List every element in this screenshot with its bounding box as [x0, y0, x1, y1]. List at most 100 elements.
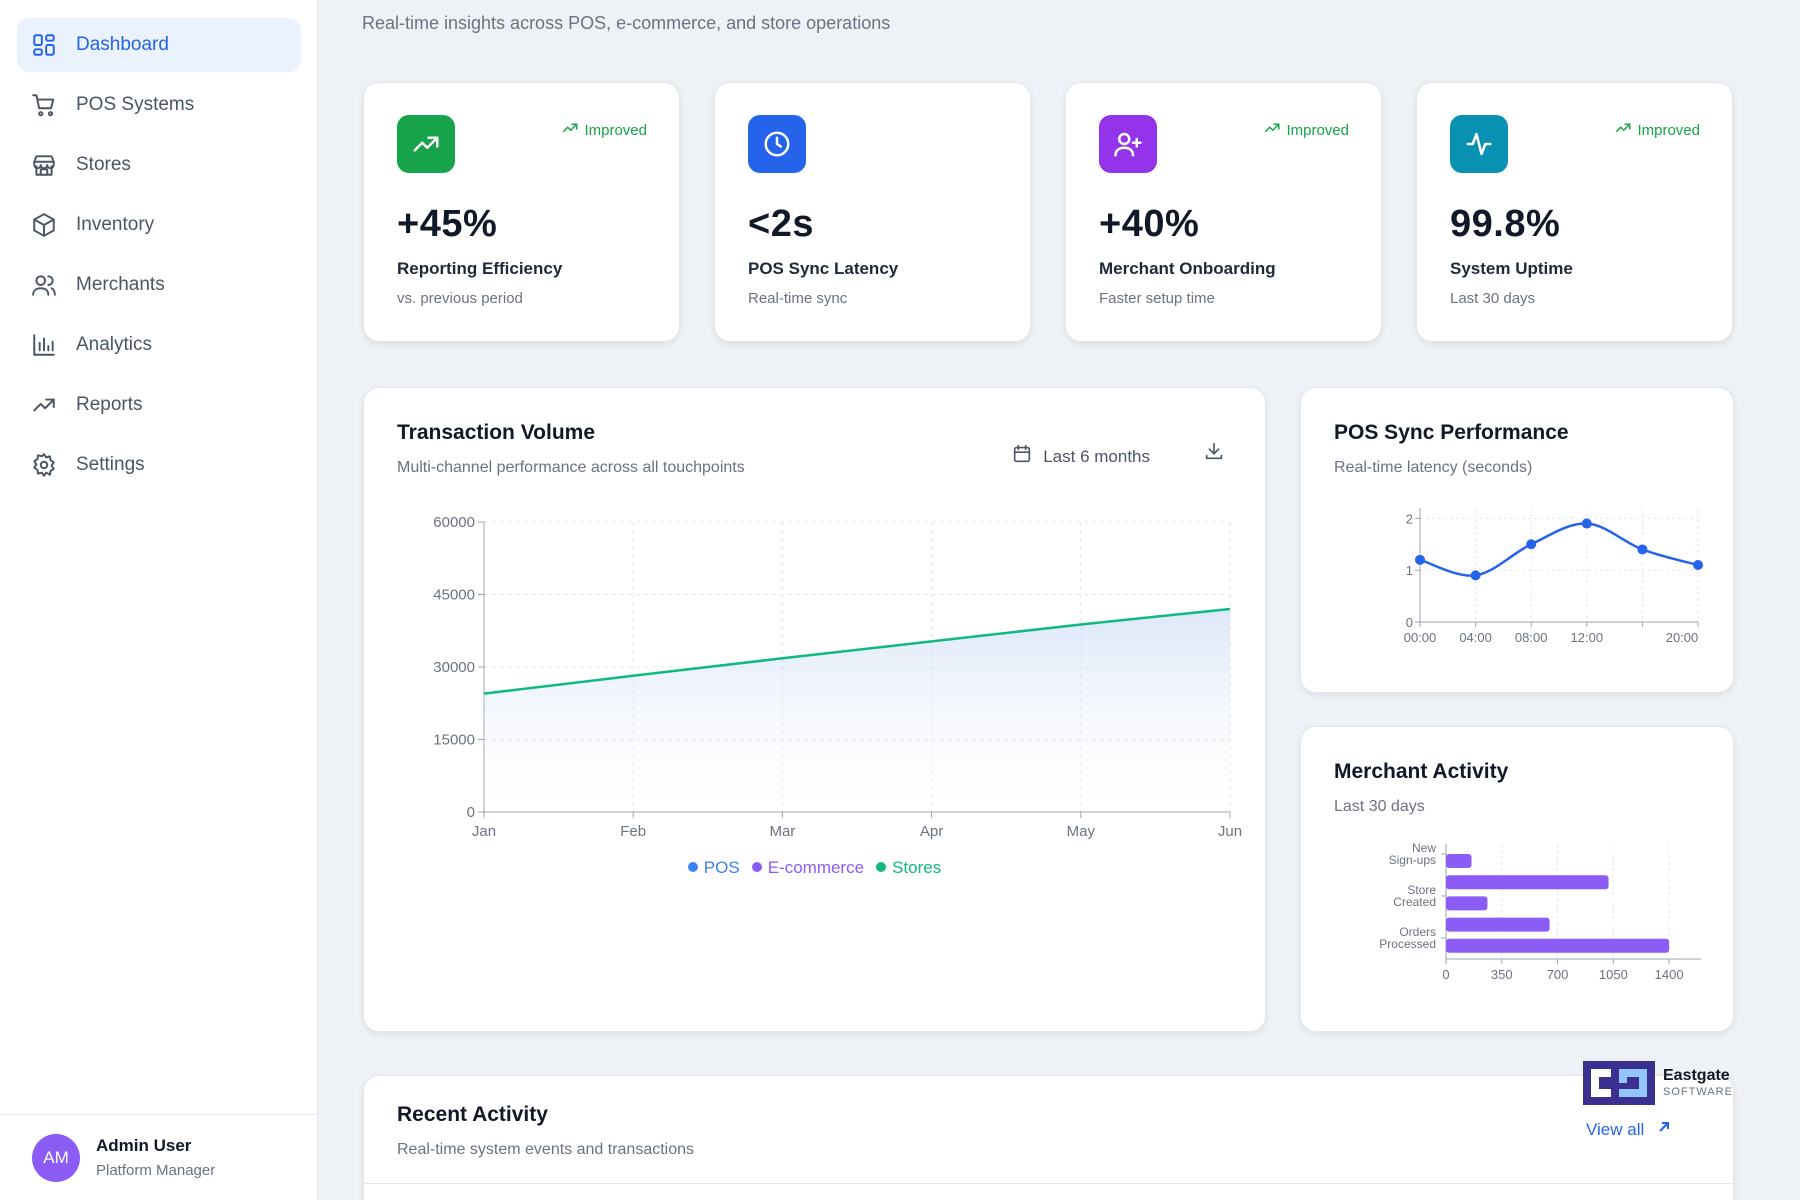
stat-subtext: Faster setup time — [1099, 290, 1215, 307]
latency-line — [1419, 522, 1699, 577]
stat-label: POS Sync Latency — [748, 259, 899, 278]
box-icon — [31, 212, 57, 238]
y-tick-label: 15000 — [433, 732, 475, 749]
sidebar-item-stores[interactable]: Stores — [17, 138, 301, 192]
x-tick-label: 0 — [1442, 967, 1449, 982]
legend-label: E-commerce — [767, 858, 865, 877]
category-label: Orders Processed — [1379, 925, 1436, 951]
category-label: Store Created — [1393, 883, 1436, 909]
data-point[interactable] — [1637, 544, 1648, 555]
trending-up-icon — [31, 392, 57, 418]
trending-up-icon — [1263, 119, 1286, 141]
recent-activity-card: Recent Activity Real-time system events … — [363, 1075, 1734, 1200]
divider — [364, 1183, 1733, 1184]
user-profile[interactable]: AM Admin User Platform Manager — [0, 1114, 318, 1200]
avatar: AM — [32, 1133, 80, 1182]
x-tick-label: Feb — [620, 823, 646, 840]
sidebar-item-label: Dashboard — [76, 34, 169, 55]
sidebar-item-label: POS Systems — [76, 94, 195, 115]
legend-dot — [687, 862, 698, 872]
bar-chart-icon — [31, 332, 57, 358]
transaction-volume-subtitle: Multi-channel performance across all tou… — [397, 459, 745, 476]
calendar-icon — [1011, 443, 1043, 470]
data-point[interactable] — [1526, 539, 1537, 550]
data-point[interactable] — [1693, 560, 1703, 570]
x-tick-label: Apr — [920, 823, 943, 840]
y-tick-label: 30000 — [433, 659, 475, 676]
store-icon — [31, 152, 57, 178]
stat-label: System Uptime — [1450, 259, 1573, 278]
y-tick-label: 0 — [467, 804, 475, 821]
stat-card-reporting-efficiency: Improved +45% Reporting Efficiency vs. p… — [363, 82, 680, 342]
sidebar-item-reports[interactable]: Reports — [17, 378, 301, 432]
pos-sync-title: POS Sync Performance — [1334, 421, 1569, 444]
pos-sync-card: POS Sync Performance Real-time latency (… — [1300, 387, 1734, 693]
data-point[interactable] — [1415, 554, 1425, 565]
users-icon — [31, 272, 57, 298]
data-point[interactable] — [1581, 518, 1592, 529]
area-fill — [484, 609, 1230, 812]
sidebar-item-pos-systems[interactable]: POS Systems — [17, 78, 301, 132]
x-tick-label: 12:00 — [1571, 630, 1604, 645]
legend-dot — [751, 862, 762, 872]
activity-bar[interactable] — [1446, 854, 1472, 868]
x-tick-label: 1050 — [1599, 967, 1628, 982]
sidebar-item-label: Analytics — [76, 334, 153, 355]
sidebar-item-label: Inventory — [76, 214, 155, 235]
x-tick-label: May — [1067, 823, 1096, 840]
sidebar-item-label: Merchants — [76, 274, 165, 295]
trending-up-icon — [561, 119, 584, 141]
activity-bar[interactable] — [1446, 896, 1488, 911]
legend-dot — [876, 862, 887, 872]
badge-label: Improved — [1286, 121, 1349, 139]
activity-bar[interactable] — [1446, 938, 1670, 953]
y-tick-label: 1 — [1406, 563, 1413, 578]
sidebar-item-analytics[interactable]: Analytics — [17, 318, 301, 372]
legend-label: POS — [703, 858, 740, 877]
dashboard-grid-icon — [31, 32, 57, 58]
legend-label: Stores — [892, 858, 942, 877]
sidebar-item-label: Stores — [76, 154, 131, 175]
merchant-activity-subtitle: Last 30 days — [1334, 798, 1425, 815]
legend-item[interactable]: POS — [687, 858, 740, 878]
logo-name: Eastgate — [1663, 1067, 1730, 1084]
trending-up-icon — [411, 129, 441, 159]
activity-bar[interactable] — [1446, 917, 1550, 932]
download-button[interactable] — [1203, 440, 1225, 467]
legend-item[interactable]: E-commerce — [751, 858, 865, 878]
sidebar-item-label: Settings — [76, 454, 145, 475]
activity-bar[interactable] — [1446, 875, 1609, 890]
stat-value: +40% — [1099, 203, 1200, 245]
user-plus-icon — [1113, 129, 1143, 159]
external-link-icon — [1644, 1119, 1672, 1140]
sidebar-item-merchants[interactable]: Merchants — [17, 258, 301, 312]
transaction-volume-chart: 0 15000 30000 45000 60000 Jan Feb Mar Apr May Jun — [433, 514, 1242, 840]
x-tick-label: 04:00 — [1459, 630, 1492, 645]
data-point[interactable] — [1470, 570, 1481, 581]
view-all-label: View all — [1586, 1119, 1645, 1139]
y-tick-label: 60000 — [433, 514, 475, 531]
sidebar-item-settings[interactable]: Settings — [17, 438, 301, 492]
y-tick-label: 45000 — [433, 587, 475, 604]
y-tick-label: 0 — [1406, 615, 1413, 630]
stat-icon-box — [1099, 115, 1157, 173]
trending-up-icon — [1614, 119, 1637, 141]
sidebar-item-dashboard[interactable]: Dashboard — [17, 18, 301, 72]
improved-badge: Improved — [1263, 119, 1349, 141]
x-tick-label: 1400 — [1655, 967, 1684, 982]
gear-icon — [31, 452, 57, 478]
pos-sync-subtitle: Real-time latency (seconds) — [1334, 459, 1533, 476]
view-all-link[interactable]: View all — [1586, 1119, 1672, 1140]
date-range-selector[interactable]: Last 6 months — [1011, 443, 1150, 470]
date-range-label: Last 6 months — [1043, 446, 1150, 466]
page-subtitle: Real-time insights across POS, e-commerc… — [362, 13, 891, 33]
sidebar-nav: Dashboard POS Systems Stores Inventory Merch… — [17, 18, 301, 498]
sidebar-item-inventory[interactable]: Inventory — [17, 198, 301, 252]
legend-item[interactable]: Stores — [876, 858, 941, 878]
category-label: New Sign-ups — [1389, 841, 1437, 867]
stat-subtext: Real-time sync — [748, 290, 848, 307]
stat-value: 99.8% — [1450, 203, 1561, 245]
stat-icon-box — [1450, 115, 1508, 173]
sidebar: Dashboard POS Systems Stores Inventory Merch… — [0, 0, 318, 1200]
user-name: Admin User — [96, 1136, 192, 1155]
